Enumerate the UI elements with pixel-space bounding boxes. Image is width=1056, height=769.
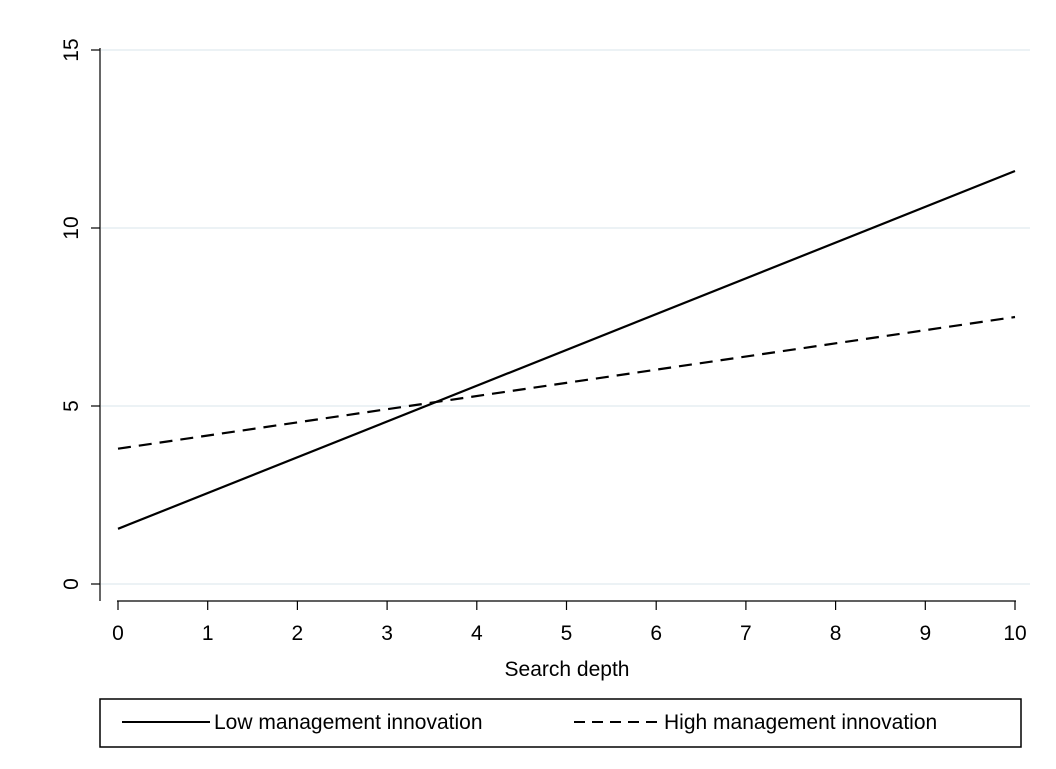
x-tick-label-1: 1	[202, 622, 214, 645]
y-tick-label-15: 15	[60, 38, 83, 61]
legend-label-high-management-innovation: High management innovation	[664, 711, 937, 734]
x-tick-label-10: 10	[1003, 622, 1026, 645]
x-tick-label-6: 6	[650, 622, 662, 645]
x-tick-label-4: 4	[471, 622, 483, 645]
series-group	[117, 170, 1016, 530]
legend: Low management innovation High managemen…	[99, 698, 1022, 748]
y-tick-label-0: 0	[60, 578, 83, 590]
series-line-high-management-innovation	[117, 315, 1016, 450]
x-tick-label-0: 0	[112, 622, 124, 645]
series-line-low-management-innovation	[117, 170, 1016, 530]
legend-box	[99, 698, 1022, 748]
x-tick-label-5: 5	[561, 622, 573, 645]
x-tick-label-9: 9	[919, 622, 931, 645]
gridlines	[101, 49, 1030, 585]
x-tick-label-8: 8	[830, 622, 842, 645]
legend-label-low-management-innovation: Low management innovation	[214, 711, 483, 734]
x-axis-label: Search depth	[505, 658, 630, 681]
y-tick-label-10: 10	[60, 216, 83, 239]
x-tick-label-2: 2	[292, 622, 304, 645]
x-tick-label-7: 7	[740, 622, 752, 645]
y-tick-label-5: 5	[60, 400, 83, 412]
x-tick-label-3: 3	[381, 622, 393, 645]
axes: 0 5 10 15 0 1 2 3 4 5 6 7 8 9 10	[60, 38, 1027, 645]
